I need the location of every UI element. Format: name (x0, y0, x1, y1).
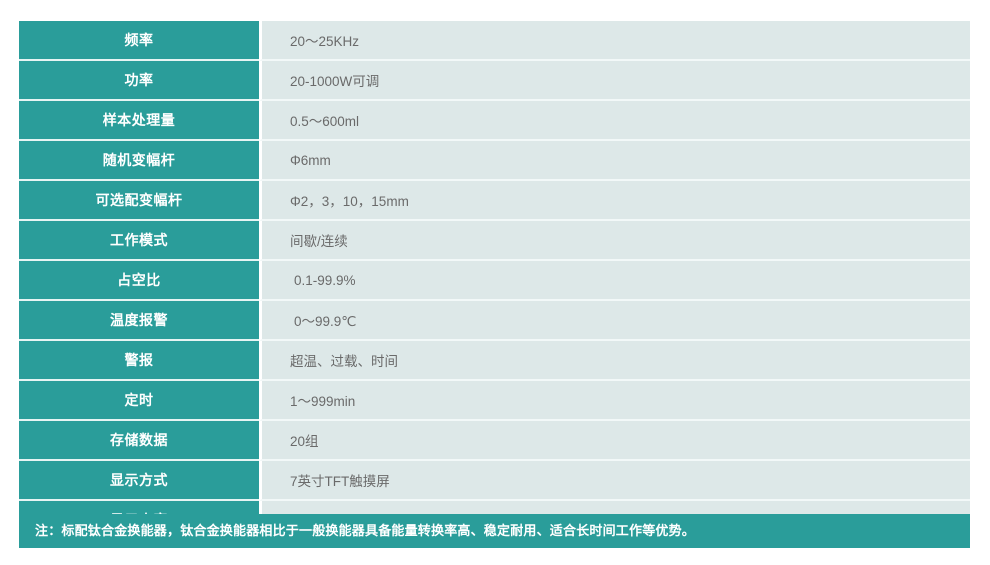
spec-value-cell: 0.5～600ml (259, 101, 970, 141)
spec-label-cell: 警报 (19, 341, 259, 381)
spec-label-cell: 可选配变幅杆 (19, 181, 259, 221)
spec-value-cell: 20-1000W可调 (259, 61, 970, 101)
specification-table-body: 频率 20～25KHz 功率 20-1000W可调 样本处理量 0.5～600ml 随机变幅… (19, 21, 970, 539)
table-row: 警报 超温、过载、时间 (19, 341, 970, 381)
table-row: 频率 20～25KHz (19, 21, 970, 61)
table-row: 随机变幅杆 Φ6mm (19, 141, 970, 181)
spec-label-cell: 频率 (19, 21, 259, 61)
spec-value-cell: 0.1-99.9% (259, 261, 970, 301)
spec-value-cell: Φ2，3，10，15mm (259, 181, 970, 221)
spec-value-cell: Φ6mm (259, 141, 970, 181)
spec-value-cell: 20组 (259, 421, 970, 461)
specification-sheet: 频率 20～25KHz 功率 20-1000W可调 样本处理量 0.5～600ml 随机变幅… (19, 21, 970, 539)
table-row: 功率 20-1000W可调 (19, 61, 970, 101)
footer-note: 注：标配钛合金换能器，钛合金换能器相比于一般换能器具备能量转换率高、稳定耐用、适… (19, 514, 970, 548)
table-row: 温度报警 0～99.9℃ (19, 301, 970, 341)
specification-table: 频率 20～25KHz 功率 20-1000W可调 样本处理量 0.5～600ml 随机变幅… (19, 21, 970, 539)
spec-label-cell: 工作模式 (19, 221, 259, 261)
spec-label-cell: 温度报警 (19, 301, 259, 341)
table-row: 显示方式 7英寸TFT触摸屏 (19, 461, 970, 501)
table-row: 占空比 0.1-99.9% (19, 261, 970, 301)
spec-label-cell: 显示方式 (19, 461, 259, 501)
spec-value-cell: 7英寸TFT触摸屏 (259, 461, 970, 501)
spec-value-cell: 超温、过载、时间 (259, 341, 970, 381)
spec-label-cell: 定时 (19, 381, 259, 421)
spec-value-cell: 20～25KHz (259, 21, 970, 61)
table-row: 存储数据 20组 (19, 421, 970, 461)
spec-label-cell: 存储数据 (19, 421, 259, 461)
spec-value-cell: 间歇/连续 (259, 221, 970, 261)
table-row: 工作模式 间歇/连续 (19, 221, 970, 261)
spec-label-cell: 随机变幅杆 (19, 141, 259, 181)
table-row: 可选配变幅杆 Φ2，3，10，15mm (19, 181, 970, 221)
spec-label-cell: 占空比 (19, 261, 259, 301)
table-row: 样本处理量 0.5～600ml (19, 101, 970, 141)
spec-label-cell: 样本处理量 (19, 101, 259, 141)
spec-value-cell: 1～999min (259, 381, 970, 421)
spec-label-cell: 功率 (19, 61, 259, 101)
table-row: 定时 1～999min (19, 381, 970, 421)
spec-value-cell: 0～99.9℃ (259, 301, 970, 341)
